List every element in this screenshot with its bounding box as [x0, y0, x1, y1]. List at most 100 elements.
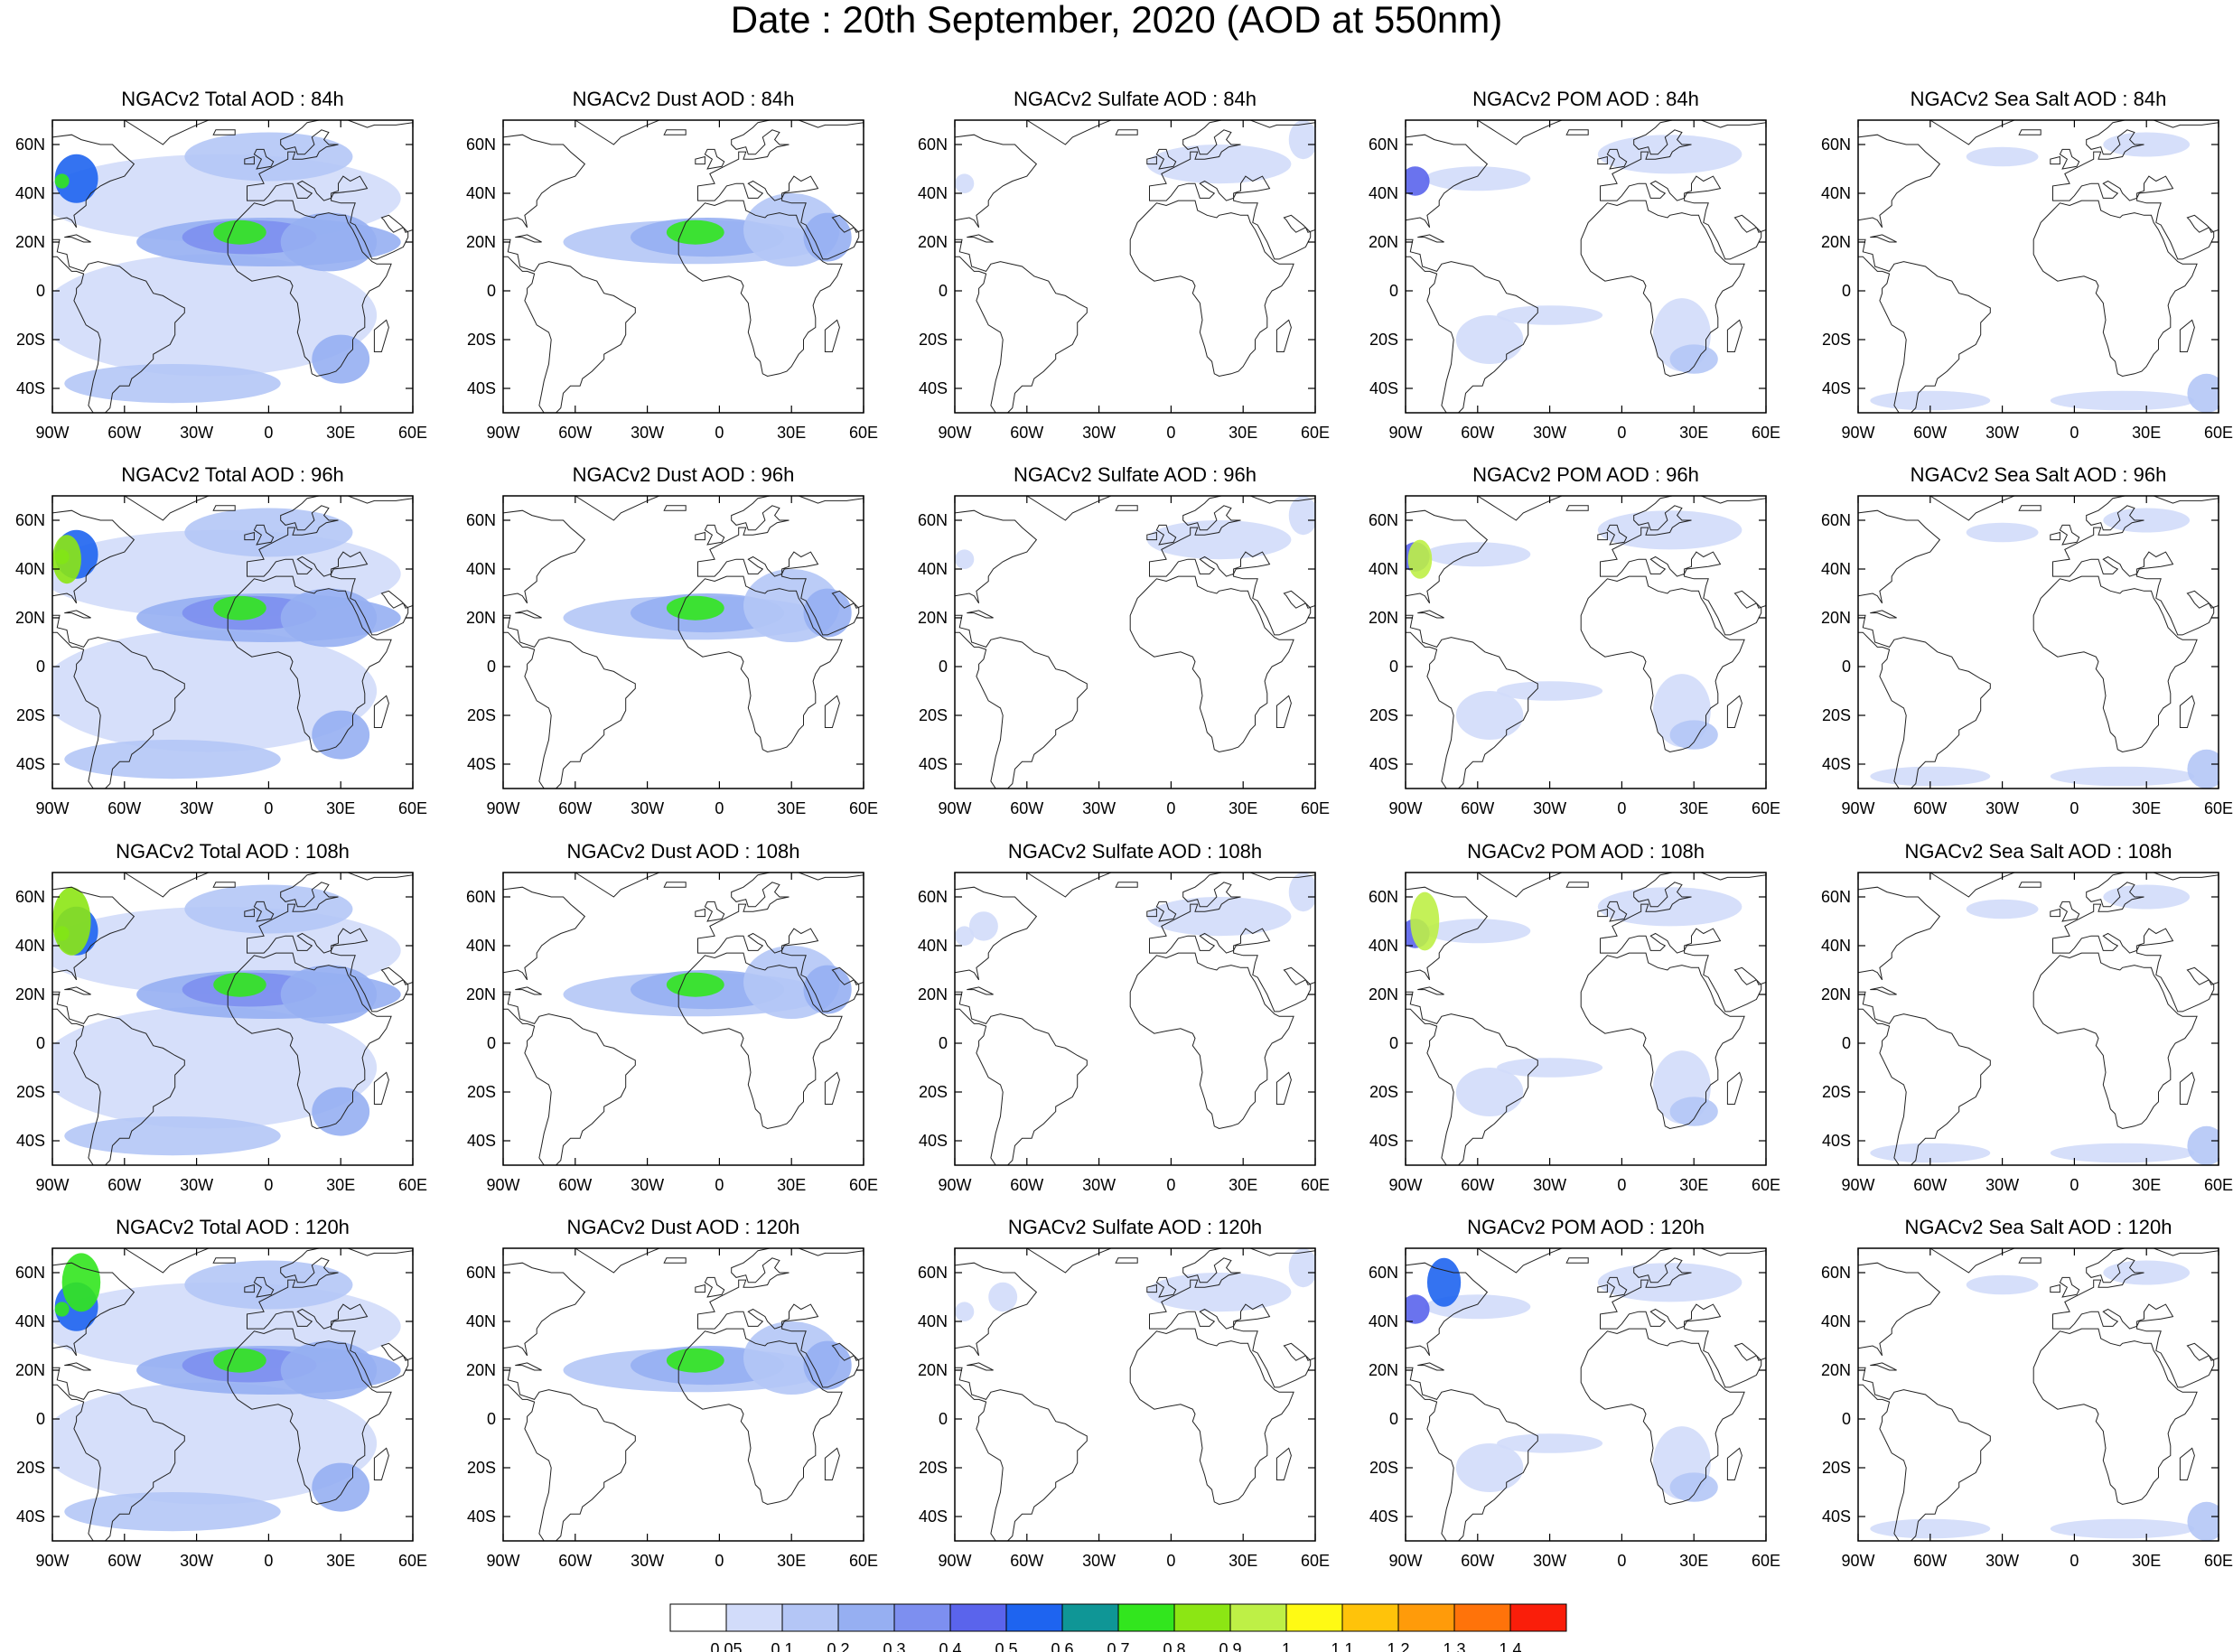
- lat-tick-label: 0: [1389, 658, 1398, 676]
- lon-tick-label: 0: [2069, 1552, 2079, 1570]
- lat-tick-label: 60N: [918, 1264, 948, 1282]
- aod-plume: [803, 212, 852, 262]
- coastline: [1606, 901, 1628, 922]
- coastline: [253, 524, 275, 546]
- lat-tick-label: 40N: [1821, 937, 1851, 955]
- lat-tick-label: 60N: [15, 511, 45, 529]
- lon-tick-label: 90W: [1388, 424, 1422, 442]
- lat-tick-label: 20N: [1369, 985, 1398, 1003]
- coastline: [227, 575, 392, 753]
- lon-tick-label: 60E: [398, 424, 427, 442]
- lat-tick-label: 20N: [918, 609, 948, 627]
- figure-title: Date : 20th September, 2020 (AOD at 550n…: [730, 0, 1503, 41]
- lat-tick-label: 20S: [16, 706, 45, 724]
- coastline: [663, 505, 687, 511]
- coastline: [574, 496, 660, 521]
- colorbar-swatch: [1061, 1603, 1119, 1632]
- lon-tick-label: 90W: [35, 1176, 69, 1194]
- colorbar-swatch: [1509, 1603, 1567, 1632]
- lon-tick-label: 60E: [849, 1176, 878, 1194]
- lon-tick-label: 30W: [1082, 1176, 1116, 1194]
- aod-plume: [1410, 891, 1440, 951]
- lat-tick-label: 40S: [1369, 1507, 1398, 1526]
- colorbar-swatch: [837, 1603, 895, 1632]
- map-frame: [1405, 495, 1767, 789]
- lon-tick-label: 60E: [398, 1552, 427, 1570]
- aod-plume: [955, 173, 975, 193]
- coastline: [695, 1283, 705, 1293]
- coastline: [2059, 148, 2080, 170]
- map-panel: NGACv2 Total AOD : 120h 90W 60W 30W 0 30E 60E 6…: [15, 1216, 427, 1570]
- lon-tick-label: 60W: [1010, 424, 1043, 442]
- coastline: [955, 509, 1088, 789]
- lat-tick-label: 40N: [1369, 560, 1398, 578]
- coastline: [1025, 496, 1112, 521]
- lat-tick-label: 60N: [918, 135, 948, 154]
- lat-tick-label: 60N: [466, 135, 496, 154]
- colorbar-swatch: [949, 1603, 1007, 1632]
- lat-tick-label: 0: [487, 1034, 496, 1052]
- coastline: [1406, 886, 1538, 1165]
- lon-tick-label: 30E: [326, 1176, 355, 1194]
- map-panel: NGACv2 Total AOD : 96h 90W 60W 30W 0 30E 60E 60…: [15, 463, 427, 817]
- aod-plume: [280, 212, 378, 272]
- panel-title: NGACv2 Total AOD : 84h: [121, 88, 344, 110]
- aod-plume: [1426, 1257, 1462, 1307]
- coastline: [1155, 148, 1177, 170]
- lat-tick-label: 0: [1389, 282, 1398, 300]
- lon-tick-label: 0: [715, 424, 724, 442]
- coastline: [697, 873, 864, 1013]
- panel-title: NGACv2 Sulfate AOD : 84h: [1014, 88, 1257, 110]
- lon-tick-label: 90W: [35, 424, 69, 442]
- lat-tick-label: 20S: [1369, 1459, 1398, 1477]
- colorbar-swatch: [669, 1603, 727, 1632]
- map-frame: [51, 119, 414, 414]
- coastline: [515, 234, 542, 243]
- lon-tick-label: 30E: [2132, 1176, 2161, 1194]
- aod-plume: [312, 1462, 370, 1512]
- coastline: [503, 134, 636, 413]
- coastline: [1155, 1276, 1177, 1298]
- coastline: [1476, 1248, 1563, 1274]
- coastline: [244, 155, 255, 165]
- lat-tick-label: 60N: [1821, 1264, 1851, 1282]
- lon-tick-label: 30W: [1533, 799, 1566, 817]
- lon-tick-label: 0: [2069, 799, 2079, 817]
- lat-tick-label: 40S: [1822, 1507, 1851, 1526]
- lon-tick-label: 90W: [1841, 1176, 1874, 1194]
- map-panel: NGACv2 Dust AOD : 96h 90W 60W 30W 0 30E 60E 60N…: [466, 463, 878, 817]
- coastline: [515, 610, 542, 619]
- aod-plume: [803, 588, 852, 638]
- aod-plume: [2187, 1125, 2219, 1165]
- aod-plume: [280, 965, 378, 1024]
- aod-plume: [2050, 766, 2195, 787]
- lon-tick-label: 30W: [631, 1552, 664, 1570]
- coastline: [1155, 524, 1177, 546]
- coastline: [1858, 1262, 1991, 1541]
- lat-tick-label: 0: [487, 1410, 496, 1428]
- map-frame: [502, 119, 864, 414]
- lon-tick-label: 30E: [777, 1176, 806, 1194]
- coastline: [123, 496, 210, 521]
- coastline: [1597, 531, 1608, 541]
- lat-tick-label: 40S: [16, 1507, 45, 1526]
- lon-tick-label: 30E: [326, 1552, 355, 1570]
- aod-plume: [1406, 1294, 1430, 1324]
- lon-tick-label: 90W: [486, 799, 519, 817]
- lat-tick-label: 20N: [1821, 985, 1851, 1003]
- colorbar-swatch: [1117, 1603, 1175, 1632]
- coastline: [704, 524, 725, 546]
- lon-tick-label: 90W: [938, 1552, 971, 1570]
- aod-plume: [1455, 691, 1524, 740]
- lat-tick-label: 20N: [466, 985, 496, 1003]
- lon-tick-label: 60E: [2204, 799, 2233, 817]
- aod-plume: [52, 1382, 378, 1505]
- coastline: [2052, 496, 2219, 636]
- lon-tick-label: 30W: [1985, 424, 2019, 442]
- lat-tick-label: 60N: [466, 1264, 496, 1282]
- lat-tick-label: 0: [36, 1410, 45, 1428]
- coastline: [2059, 901, 2080, 922]
- coastline: [503, 886, 636, 1165]
- coastline: [1476, 496, 1563, 521]
- lon-tick-label: 0: [1617, 1552, 1626, 1570]
